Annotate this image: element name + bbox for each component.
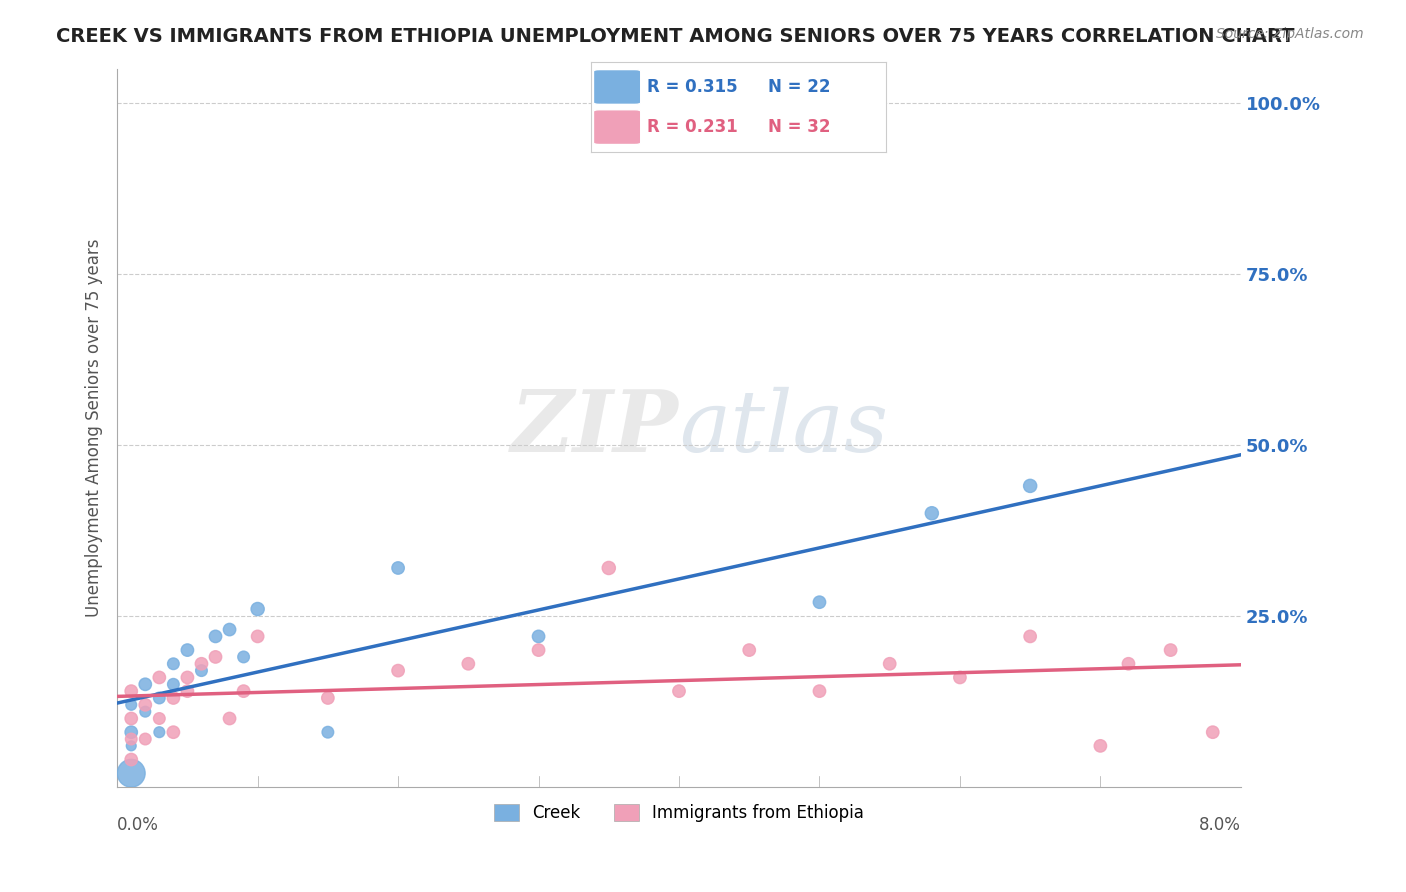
Legend: Creek, Immigrants from Ethiopia: Creek, Immigrants from Ethiopia <box>488 797 870 829</box>
Point <box>190 657 212 671</box>
Point <box>232 684 254 698</box>
Point <box>1090 739 1112 753</box>
Point <box>176 643 198 657</box>
Point <box>120 698 142 712</box>
Point <box>204 629 226 643</box>
Text: N = 32: N = 32 <box>768 118 830 136</box>
Point <box>921 506 943 520</box>
Point <box>218 712 240 726</box>
Point <box>134 698 156 712</box>
Point <box>527 629 550 643</box>
Point <box>1019 629 1042 643</box>
Point <box>738 643 761 657</box>
Point <box>949 670 972 684</box>
Point <box>176 670 198 684</box>
Text: 0.0%: 0.0% <box>117 815 159 834</box>
Point <box>808 595 831 609</box>
Point <box>316 690 339 705</box>
Point <box>190 664 212 678</box>
Point <box>598 561 620 575</box>
Point <box>134 705 156 719</box>
Point <box>387 561 409 575</box>
Point <box>120 732 142 747</box>
Point <box>120 725 142 739</box>
Text: atlas: atlas <box>679 386 889 469</box>
Point <box>457 657 479 671</box>
Point <box>120 684 142 698</box>
Point <box>134 677 156 691</box>
Text: 8.0%: 8.0% <box>1199 815 1241 834</box>
Point <box>148 725 170 739</box>
FancyBboxPatch shape <box>593 110 641 145</box>
Point <box>1118 657 1140 671</box>
Point <box>1160 643 1182 657</box>
Point <box>148 670 170 684</box>
Point <box>218 623 240 637</box>
Point <box>120 766 142 780</box>
Point <box>316 725 339 739</box>
Point <box>134 732 156 747</box>
Point <box>387 664 409 678</box>
Text: ZIP: ZIP <box>512 386 679 469</box>
FancyBboxPatch shape <box>593 70 641 104</box>
Text: Source: ZipAtlas.com: Source: ZipAtlas.com <box>1216 27 1364 41</box>
Point <box>120 753 142 767</box>
Point <box>148 690 170 705</box>
Point <box>1202 725 1225 739</box>
Point <box>162 725 184 739</box>
Y-axis label: Unemployment Among Seniors over 75 years: Unemployment Among Seniors over 75 years <box>86 238 103 617</box>
Point <box>527 643 550 657</box>
Point <box>120 739 142 753</box>
Point <box>1019 479 1042 493</box>
Point <box>246 629 269 643</box>
Text: N = 22: N = 22 <box>768 78 830 95</box>
Point <box>232 649 254 664</box>
Point <box>808 684 831 698</box>
Point <box>176 684 198 698</box>
Text: CREEK VS IMMIGRANTS FROM ETHIOPIA UNEMPLOYMENT AMONG SENIORS OVER 75 YEARS CORRE: CREEK VS IMMIGRANTS FROM ETHIOPIA UNEMPL… <box>56 27 1295 45</box>
Point <box>204 649 226 664</box>
Point <box>162 690 184 705</box>
Point <box>246 602 269 616</box>
Text: R = 0.315: R = 0.315 <box>647 78 737 95</box>
Point <box>879 657 901 671</box>
Text: R = 0.231: R = 0.231 <box>647 118 737 136</box>
Point <box>162 657 184 671</box>
Point <box>668 684 690 698</box>
Point <box>120 712 142 726</box>
Point <box>162 677 184 691</box>
Point <box>148 712 170 726</box>
